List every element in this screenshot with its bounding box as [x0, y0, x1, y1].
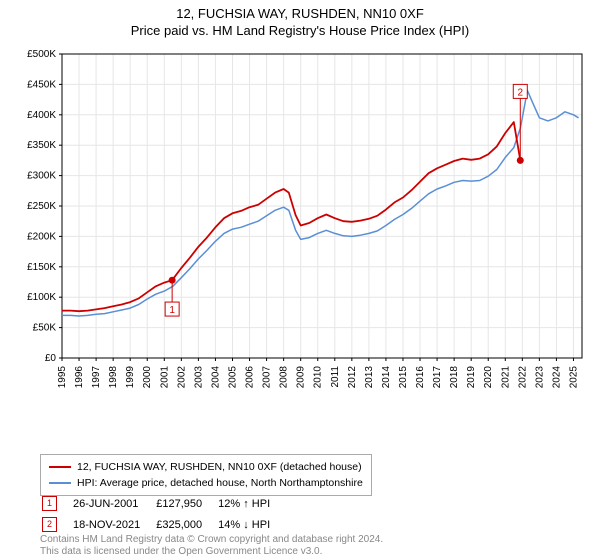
svg-text:1996: 1996: [74, 366, 85, 389]
legend-swatch-0: [49, 466, 71, 468]
svg-text:£450K: £450K: [27, 79, 56, 90]
svg-text:2005: 2005: [227, 366, 238, 389]
svg-text:2018: 2018: [449, 366, 460, 389]
svg-text:2024: 2024: [551, 366, 562, 389]
svg-text:2009: 2009: [296, 366, 307, 389]
svg-text:2002: 2002: [176, 366, 187, 389]
svg-text:1998: 1998: [108, 366, 119, 389]
footer: Contains HM Land Registry data © Crown c…: [40, 534, 383, 558]
marker-box-1: 2: [42, 517, 57, 532]
svg-text:2003: 2003: [193, 366, 204, 389]
svg-text:2016: 2016: [415, 366, 426, 389]
legend-label-0: 12, FUCHSIA WAY, RUSHDEN, NN10 0XF (deta…: [77, 461, 362, 473]
svg-text:1997: 1997: [91, 366, 102, 389]
svg-text:2008: 2008: [279, 366, 290, 389]
svg-text:2020: 2020: [483, 366, 494, 389]
marker-diff-1: 14% ↓ HPI: [218, 515, 284, 534]
svg-text:£250K: £250K: [27, 201, 56, 212]
marker-date-0: 26-JUN-2001: [73, 494, 154, 513]
footer-line2: This data is licensed under the Open Gov…: [40, 546, 383, 558]
marker-row-1: 2 18-NOV-2021 £325,000 14% ↓ HPI: [42, 515, 284, 534]
marker-price-0: £127,950: [156, 494, 216, 513]
title-subtitle: Price paid vs. HM Land Registry's House …: [0, 23, 600, 38]
svg-text:2015: 2015: [398, 366, 409, 389]
title-address: 12, FUCHSIA WAY, RUSHDEN, NN10 0XF: [0, 6, 600, 21]
svg-text:2012: 2012: [347, 366, 358, 389]
svg-text:2023: 2023: [534, 366, 545, 389]
svg-text:1999: 1999: [125, 366, 136, 389]
svg-text:1995: 1995: [57, 366, 68, 389]
marker-price-1: £325,000: [156, 515, 216, 534]
marker-diff-0: 12% ↑ HPI: [218, 494, 284, 513]
svg-text:£100K: £100K: [27, 292, 56, 303]
legend-row-1: HPI: Average price, detached house, Nort…: [49, 475, 363, 491]
legend-swatch-1: [49, 482, 71, 484]
svg-text:2021: 2021: [500, 366, 511, 389]
svg-text:£300K: £300K: [27, 171, 56, 182]
svg-text:£0: £0: [45, 353, 57, 364]
marker-box-0: 1: [42, 496, 57, 511]
svg-text:£150K: £150K: [27, 262, 56, 273]
svg-text:2006: 2006: [245, 366, 256, 389]
svg-text:£350K: £350K: [27, 140, 56, 151]
svg-text:£400K: £400K: [27, 110, 56, 121]
svg-text:£500K: £500K: [27, 49, 56, 60]
svg-text:2019: 2019: [466, 366, 477, 389]
markers-table: 1 26-JUN-2001 £127,950 12% ↑ HPI 2 18-NO…: [40, 492, 286, 536]
svg-text:£200K: £200K: [27, 231, 56, 242]
svg-text:2000: 2000: [142, 366, 153, 389]
svg-text:£50K: £50K: [33, 323, 57, 334]
marker-date-1: 18-NOV-2021: [73, 515, 154, 534]
legend-row-0: 12, FUCHSIA WAY, RUSHDEN, NN10 0XF (deta…: [49, 459, 363, 475]
svg-text:2025: 2025: [568, 366, 579, 389]
svg-text:2011: 2011: [330, 366, 341, 388]
marker-row-0: 1 26-JUN-2001 £127,950 12% ↑ HPI: [42, 494, 284, 513]
marker-id-1: 2: [47, 519, 52, 529]
footer-line1: Contains HM Land Registry data © Crown c…: [40, 534, 383, 546]
title-block: 12, FUCHSIA WAY, RUSHDEN, NN10 0XF Price…: [0, 0, 600, 38]
svg-text:2017: 2017: [432, 366, 443, 389]
marker-id-0: 1: [47, 498, 52, 508]
svg-text:2007: 2007: [262, 366, 273, 389]
svg-text:2: 2: [518, 87, 524, 98]
svg-text:2004: 2004: [210, 366, 221, 389]
svg-text:2014: 2014: [381, 366, 392, 389]
chart-svg: £0 £50K £100K £150K £200K £250K £300K £350K £400…: [10, 46, 590, 416]
chart: £0 £50K £100K £150K £200K £250K £300K £350K £400…: [10, 46, 590, 416]
svg-text:2001: 2001: [159, 366, 170, 389]
legend: 12, FUCHSIA WAY, RUSHDEN, NN10 0XF (deta…: [40, 454, 372, 496]
legend-label-1: HPI: Average price, detached house, Nort…: [77, 477, 363, 489]
svg-text:2010: 2010: [313, 366, 324, 389]
root: 12, FUCHSIA WAY, RUSHDEN, NN10 0XF Price…: [0, 0, 600, 560]
svg-text:2022: 2022: [517, 366, 528, 389]
svg-text:1: 1: [169, 305, 175, 316]
svg-text:2013: 2013: [364, 366, 375, 389]
